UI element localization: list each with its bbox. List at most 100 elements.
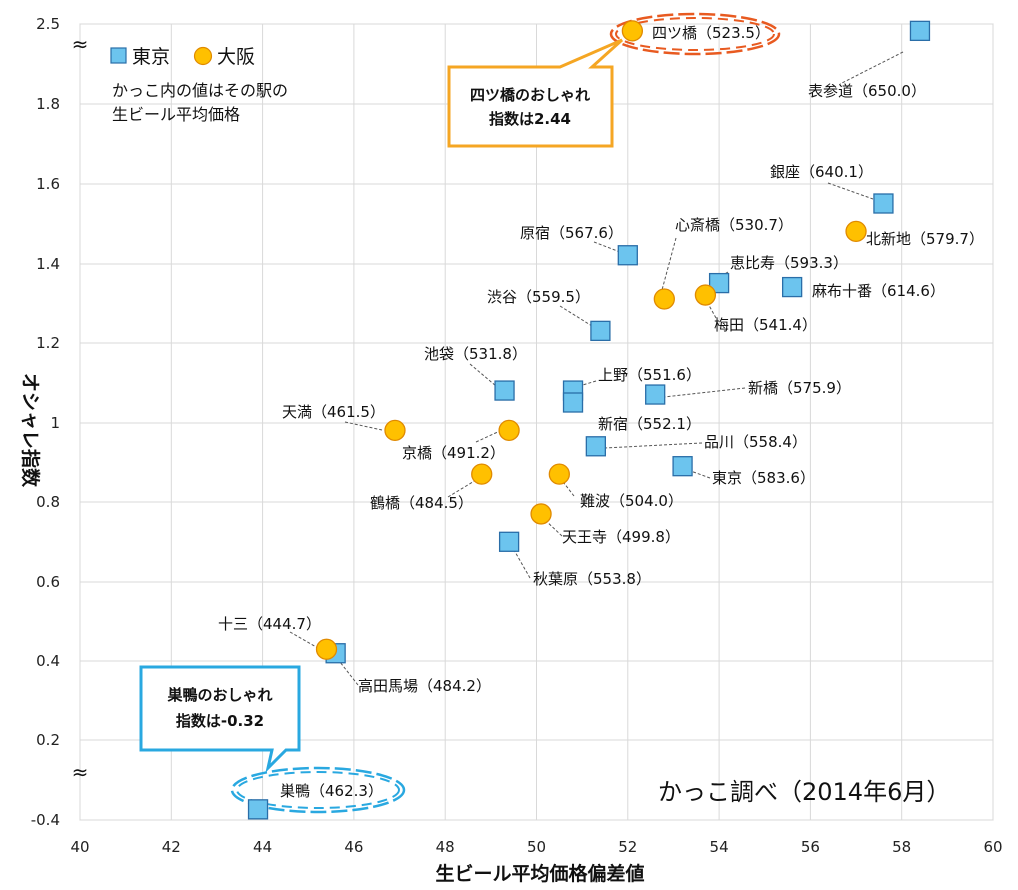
x-tick-label: 52: [618, 838, 637, 856]
x-tick-label: 40: [70, 838, 89, 856]
axis-break-mark: ≈: [72, 32, 89, 56]
label-5de39d28: 巣鴨（462.3）: [280, 782, 383, 800]
axis-break-marks: ≈≈: [72, 32, 89, 784]
leader-line: [827, 182, 874, 200]
label-53414e09: 十三（444.7）: [218, 615, 321, 633]
x-axis-title: 生ビール平均価格偏差値: [435, 862, 644, 885]
point-5fc3658e6a4b: [653, 288, 675, 310]
label-4eac6a4b: 京橋（491.2）: [402, 444, 505, 462]
legend-label-tokyo: 東京: [132, 46, 170, 68]
leader-line: [663, 387, 746, 398]
legend-marker-osaka: [193, 46, 213, 66]
leader-line: [661, 237, 677, 291]
label-531765b05730: 北新地（579.7）: [866, 230, 984, 248]
label-9ad8753099ac5834: 高田馬場（484.2）: [358, 677, 491, 695]
label-6e0b8c37: 渋谷（559.5）: [487, 288, 590, 306]
label-9ebb5e035341756a: 麻布十番（614.6）: [812, 282, 945, 300]
y-tick-label: 0.6: [36, 573, 60, 591]
y-tick-label: 1.2: [36, 334, 60, 352]
label-65b05bbf: 新宿（552.1）: [598, 415, 701, 433]
x-tick-label: 60: [983, 838, 1002, 856]
leader-line: [603, 442, 703, 449]
x-tick-label: 44: [253, 838, 272, 856]
note-line-2: 生ビール平均価格: [112, 105, 240, 124]
point-539f5bbf: [617, 245, 638, 266]
y-tick-label: 1.4: [36, 255, 60, 273]
leader-line: [513, 549, 531, 579]
x-tick-labels: 40 42 44 46 48 50 52 54 56 58 60: [70, 838, 1002, 856]
highlight-ring-yotsubashi: [609, 12, 781, 56]
x-tick-label: 56: [801, 838, 820, 856]
x-tick-label: 54: [710, 838, 729, 856]
label-65b06a4b: 新橋（575.9）: [748, 379, 851, 397]
label-9db46a4b: 鶴橋（484.5）: [370, 494, 473, 512]
point-96e36ce2: [548, 463, 570, 485]
leader-line: [593, 241, 621, 253]
point-65b06a4b: [645, 384, 666, 405]
y-tick-label: 1.6: [36, 175, 60, 193]
point-6c60888b: [494, 380, 515, 401]
label-4e0a91ce: 上野（551.6）: [598, 366, 701, 384]
point-4eac6a4b: [498, 419, 520, 442]
label-59296e80: 天満（461.5）: [282, 403, 385, 421]
legend-label-osaka: 大阪: [217, 46, 255, 68]
x-tick-label: 58: [892, 838, 911, 856]
leader-line: [344, 421, 383, 431]
leader-line: [447, 479, 477, 498]
label-60756bd45bff: 恵比寿（593.3）: [730, 254, 848, 272]
label-54c15ddd: 品川（558.4）: [704, 433, 807, 451]
point-53414e09: [315, 638, 338, 660]
label-96e36ce2: 難波（504.0）: [580, 492, 683, 510]
label-79cb8449539f: 秋葉原（553.8）: [533, 570, 651, 588]
y-axis-title: オシャレ指数: [19, 373, 42, 488]
x-tick-label: 42: [162, 838, 181, 856]
axis-break-mark: ≈: [72, 760, 89, 784]
leader-line: [475, 429, 503, 443]
y-tick-label: 0.4: [36, 652, 60, 670]
highlight-rings: [230, 12, 781, 814]
y-tick-label: 1: [50, 414, 60, 432]
point-68857530: [694, 284, 717, 306]
y-tick-label: 0.8: [36, 493, 60, 511]
point-531765b05730: [845, 220, 867, 243]
y-tick-label: -0.4: [31, 811, 60, 829]
point-92805ea7: [873, 193, 894, 214]
highlight-ring-sugamo: [230, 766, 406, 814]
leader-line: [559, 305, 593, 327]
leader-line: [559, 477, 575, 497]
point-5de39d28: [247, 799, 269, 820]
label-539f5bbf: 原宿（567.6）: [520, 224, 623, 242]
x-tick-label: 48: [436, 838, 455, 856]
data-points: [247, 20, 931, 820]
label-67714eac: 東京（583.6）: [712, 469, 815, 487]
label-92805ea7: 銀座（640.1）: [770, 163, 873, 181]
point-54c15ddd: [585, 436, 606, 457]
point-9ebb5e035341756a: [781, 276, 803, 298]
point-65b05bbf: [562, 392, 584, 413]
x-tick-label: 46: [344, 838, 363, 856]
leader-line: [289, 631, 319, 649]
y-tick-label: 1.8: [36, 95, 60, 113]
point-886853c29053: [909, 20, 931, 42]
point-9db46a4b: [471, 463, 493, 485]
note-line-1: かっこ内の値はその駅の: [112, 81, 288, 100]
label-6c60888b: 池袋（531.8）: [424, 345, 527, 363]
point-59296e80: [384, 419, 406, 442]
y-tick-label: 0.2: [36, 731, 60, 749]
point-60756bd45bff: [708, 272, 730, 294]
point-5929738b5bfa: [530, 503, 552, 525]
label-68857530: 梅田（541.4）: [714, 316, 817, 334]
point-79cb8449539f: [498, 531, 520, 552]
callout-sugamo-line-2: 指数は-0.32: [176, 712, 264, 730]
label-56db30c46a4b: 四ツ橋（523.5）: [652, 24, 770, 42]
label-5fc3658e6a4b: 心斎橋（530.7）: [675, 216, 793, 234]
leader-line: [687, 469, 711, 479]
leader-line: [339, 661, 359, 686]
point-56db30c46a4b: [621, 20, 644, 42]
callout-sugamo-line-1: 巣鴨のおしゃれ: [166, 686, 272, 704]
leader-line: [839, 51, 904, 85]
